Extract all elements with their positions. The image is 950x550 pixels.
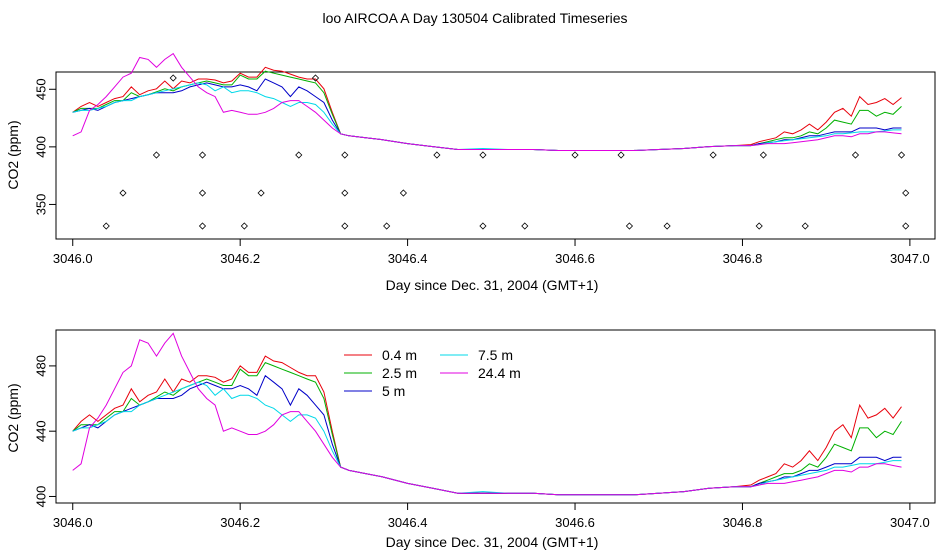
top-panel: 3046.0 3046.2 3046.4 3046.6 3046.8 3047.0 350… — [5, 52, 936, 293]
bottom-x-tick-label: 3047.0 — [890, 515, 930, 530]
top-series-line — [72, 82, 902, 151]
diamond-marker — [240, 222, 248, 230]
top-x-tick-label: 3046.4 — [388, 251, 428, 266]
diamond-marker — [521, 222, 529, 230]
legend-entry: 7.5 m — [478, 347, 513, 363]
diamond-marker — [663, 222, 671, 230]
bottom-series-lines — [72, 332, 902, 496]
top-y-tick-label: 350 — [33, 194, 48, 216]
bottom-y-axis-label: CO2 (ppm) — [5, 383, 21, 452]
bottom-y-tick-label: 440 — [33, 420, 48, 442]
series-line — [72, 381, 902, 496]
diamond-marker — [257, 189, 265, 197]
diamond-marker — [433, 151, 441, 159]
bottom-y-axis: 400 440 480 — [33, 355, 56, 507]
diamond-marker — [119, 189, 127, 197]
diamond-marker — [625, 222, 634, 230]
diamond-marker — [383, 222, 391, 230]
diamond-marker — [851, 151, 860, 159]
top-x-tick-label: 3046.8 — [723, 251, 763, 266]
diamond-marker — [902, 222, 910, 230]
diamond-marker — [902, 189, 910, 197]
diamond-marker — [897, 151, 906, 159]
bottom-x-axis: 3046.0 3046.2 3046.4 3046.6 3046.8 3047.0 — [53, 503, 930, 530]
top-series-line — [72, 66, 902, 151]
diamond-marker — [102, 222, 110, 230]
legend-entry: 2.5 m — [382, 365, 417, 381]
diamond-marker — [295, 151, 303, 159]
top-diamond-markers — [102, 74, 910, 230]
top-y-tick-label: 450 — [33, 78, 48, 100]
top-y-axis: 350 400 450 — [33, 78, 56, 215]
bottom-panel: 3046.0 3046.2 3046.4 3046.6 3046.8 3047.0 400… — [5, 329, 936, 550]
diamond-marker — [479, 151, 487, 159]
bottom-x-tick-label: 3046.6 — [555, 515, 595, 530]
diamond-marker — [399, 189, 407, 197]
top-plot-frame — [55, 71, 936, 240]
diamond-marker — [571, 151, 579, 159]
legend-entry: 5 m — [382, 383, 405, 399]
diamond-marker — [198, 151, 207, 159]
diamond-marker — [311, 74, 320, 82]
legend-entry: 24.4 m — [478, 365, 521, 381]
diamond-marker — [341, 222, 349, 230]
diamond-marker — [759, 151, 767, 159]
diamond-marker — [198, 189, 207, 197]
bottom-x-tick-label: 3046.2 — [220, 515, 260, 530]
diamond-marker — [709, 151, 717, 159]
bottom-plot-frame — [55, 329, 936, 504]
legend: 0.4 m 2.5 m 5 m 7.5 m 24.4 m — [344, 347, 521, 399]
bottom-x-tick-label: 3046.0 — [53, 515, 93, 530]
diamond-marker — [479, 222, 487, 230]
bottom-y-tick-label: 400 — [33, 486, 48, 508]
diamond-marker — [169, 74, 177, 82]
top-x-tick-label: 3046.6 — [555, 251, 595, 266]
diamond-marker — [755, 222, 763, 230]
series-line — [72, 332, 902, 496]
bottom-x-tick-label: 3046.4 — [388, 515, 428, 530]
diamond-marker — [198, 222, 207, 230]
diamond-marker — [152, 151, 161, 159]
bottom-x-axis-label: Day since Dec. 31, 2004 (GMT+1) — [386, 534, 599, 550]
top-x-axis: 3046.0 3046.2 3046.4 3046.6 3046.8 3047.0 — [53, 239, 930, 266]
legend-entry: 0.4 m — [382, 347, 417, 363]
bottom-x-tick-label: 3046.8 — [723, 515, 763, 530]
diamond-marker — [617, 151, 625, 159]
top-series-lines — [72, 52, 902, 151]
top-series-line — [72, 52, 902, 151]
diamond-marker — [341, 151, 349, 159]
bottom-y-tick-label: 480 — [33, 355, 48, 377]
series-line — [72, 374, 902, 496]
top-y-tick-label: 400 — [33, 136, 48, 158]
top-y-axis-label: CO2 (ppm) — [5, 120, 21, 189]
top-x-tick-label: 3047.0 — [890, 251, 930, 266]
top-x-tick-label: 3046.2 — [220, 251, 260, 266]
top-x-tick-label: 3046.0 — [53, 251, 93, 266]
diamond-marker — [341, 189, 349, 197]
diamond-marker — [801, 222, 809, 230]
top-x-axis-label: Day since Dec. 31, 2004 (GMT+1) — [386, 277, 599, 293]
page-title: loo AIRCOA A Day 130504 Calibrated Times… — [322, 10, 628, 26]
